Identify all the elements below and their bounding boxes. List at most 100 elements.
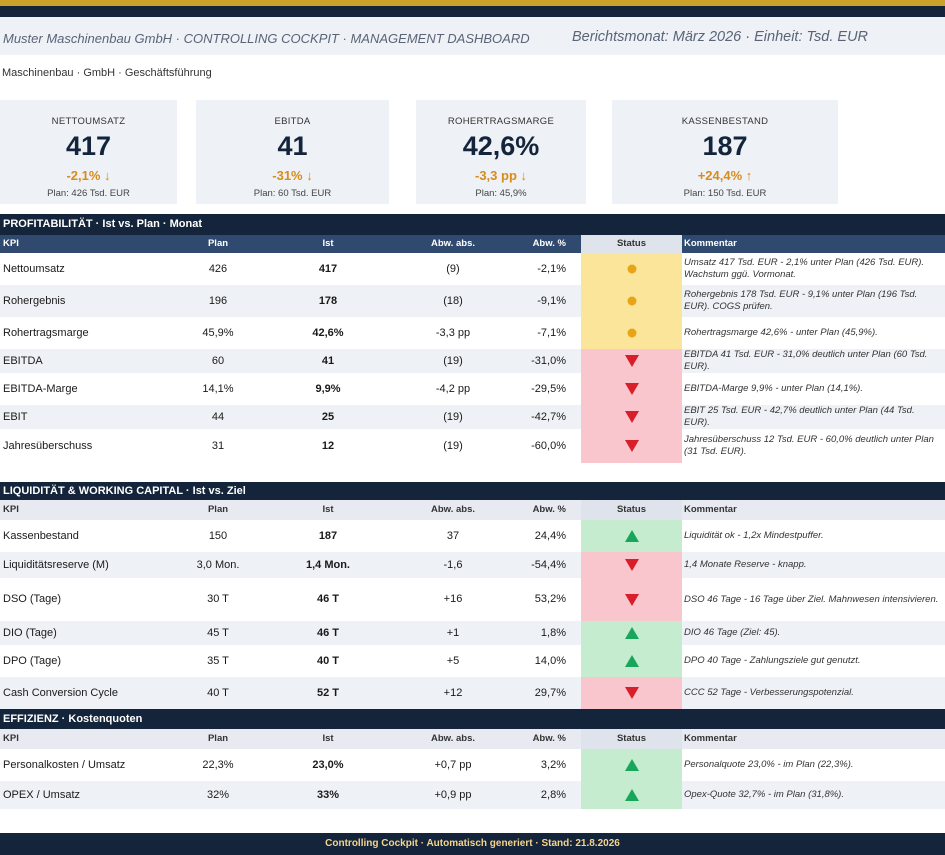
row-comment: Jahresüberschuss 12 Tsd. EUR - 60,0% deu… xyxy=(684,429,942,463)
row-status xyxy=(581,645,682,677)
row-abs: (19) xyxy=(443,440,463,452)
row-pct: 14,0% xyxy=(534,655,566,667)
row-pct: -2,1% xyxy=(537,263,566,275)
row-plan: 14,1% xyxy=(202,383,234,395)
row-ist: 52 T xyxy=(316,687,339,699)
col-ist: Ist xyxy=(322,733,334,744)
row-pct: -7,1% xyxy=(537,327,566,339)
table-row: Rohergebnis 196 178 (18) -9,1% Rohergebn… xyxy=(0,285,945,317)
row-comment-text: 1,4 Monate Reserve - knapp. xyxy=(684,559,807,570)
kpi-card-kassenbestand: KASSENBESTAND 187 +24,4% ↑ Plan: 150 Tsd… xyxy=(612,100,838,204)
table-row: EBITDA 60 41 (19) -31,0% EBITDA 41 Tsd. … xyxy=(0,349,945,373)
row-comment-text: EBITDA-Marge 9,9% - unter Plan (14,1%). xyxy=(684,383,863,394)
col-ist: Ist xyxy=(322,238,334,249)
row-comment-text: EBIT 25 Tsd. EUR - 42,7% deutlich unter … xyxy=(684,405,915,428)
col-plan: Plan xyxy=(207,238,229,249)
col-kpi: KPI xyxy=(3,504,19,515)
row-abs: -1,6 xyxy=(443,559,463,571)
row-abs: (19) xyxy=(443,411,463,423)
row-comment-text: Opex-Quote 32,7% - im Plan (31,8%). xyxy=(684,789,844,800)
section-title-efficiency: EFFIZIENZ · Kostenquoten xyxy=(0,709,945,729)
kpi-card-delta: +24,4% ↑ xyxy=(697,168,753,183)
top-navy-bar xyxy=(0,6,945,17)
row-comment: DIO 46 Tage (Ziel: 45). xyxy=(684,621,942,645)
kpi-card-delta: -3,3 pp ↓ xyxy=(474,168,527,183)
kpi-card-plan: Plan: 150 Tsd. EUR xyxy=(683,188,767,199)
column-header-row: KPI Plan Ist Abw. abs. Abw. % Status Kom… xyxy=(0,500,945,520)
warning-dot-icon xyxy=(627,264,636,274)
row-comment: EBITDA-Marge 9,9% - unter Plan (14,1%). xyxy=(684,373,942,405)
row-status xyxy=(581,621,682,645)
row-abs: (19) xyxy=(443,355,463,367)
table-row: Rohertragsmarge 45,9% 42,6% -3,3 pp -7,1… xyxy=(0,317,945,349)
kpi-card-label: NETTOUMSATZ xyxy=(51,116,126,127)
report-title: Muster Maschinenbau GmbH · CONTROLLING C… xyxy=(3,31,530,46)
row-status xyxy=(581,285,682,317)
col-abs: Abw. abs. xyxy=(431,238,475,249)
row-kpi: Personalkosten / Umsatz xyxy=(3,759,126,771)
footer: Controlling Cockpit · Automatisch generi… xyxy=(0,833,945,855)
row-comment-text: Rohertragsmarge 42,6% - unter Plan (45,9… xyxy=(684,327,878,338)
row-plan: 426 xyxy=(208,263,228,275)
row-ist: 12 xyxy=(321,440,335,452)
row-kpi: EBITDA-Marge xyxy=(3,383,78,395)
row-ist: 417 xyxy=(318,263,338,275)
row-abs: +0,9 pp xyxy=(434,789,472,801)
col-pct: Abw. % xyxy=(532,238,566,249)
table-row: Nettoumsatz 426 417 (9) -2,1% Umsatz 417… xyxy=(0,253,945,285)
row-plan: 31 xyxy=(211,440,225,452)
row-kpi: Rohergebnis xyxy=(3,295,66,307)
row-ist: 178 xyxy=(318,295,338,307)
table-row: Cash Conversion Cycle 40 T 52 T +12 29,7… xyxy=(0,677,945,709)
row-plan: 30 T xyxy=(207,593,229,605)
row-abs: 37 xyxy=(446,530,460,542)
kpi-card-value: 187 xyxy=(702,131,748,161)
kpi-card-ebitda: EBITDA 41 -31% ↓ Plan: 60 Tsd. EUR xyxy=(196,100,389,204)
column-header-row: KPI Plan Ist Abw. abs. Abw. % Status Kom… xyxy=(0,729,945,749)
row-abs: +16 xyxy=(443,593,463,605)
row-ist: 40 T xyxy=(316,655,339,667)
kpi-card-value: 42,6% xyxy=(462,131,540,161)
kpi-card-plan: Plan: 45,9% xyxy=(475,188,527,199)
col-status: Status xyxy=(581,729,682,749)
row-abs: +1 xyxy=(446,627,460,639)
row-pct: 1,8% xyxy=(540,627,566,639)
row-pct: -54,4% xyxy=(531,559,566,571)
company-breadcrumb: Maschinenbau · GmbH · Geschäftsführung xyxy=(2,67,212,79)
kpi-card-label: KASSENBESTAND xyxy=(681,116,769,127)
up-triangle-icon xyxy=(624,627,639,639)
row-comment-text: Umsatz 417 Tsd. EUR - 2,1% unter Plan (4… xyxy=(684,257,925,280)
kpi-card-nettoumsatz: NETTOUMSATZ 417 -2,1% ↓ Plan: 426 Tsd. E… xyxy=(0,100,177,204)
row-plan: 60 xyxy=(211,355,225,367)
table-row: Liquiditätsreserve (M) 3,0 Mon. 1,4 Mon.… xyxy=(0,552,945,578)
row-status xyxy=(581,520,682,552)
table-row: EBIT 44 25 (19) -42,7% EBIT 25 Tsd. EUR … xyxy=(0,405,945,429)
col-pct: Abw. % xyxy=(532,504,566,515)
col-status: Status xyxy=(581,235,682,253)
row-ist: 9,9% xyxy=(315,383,341,395)
table-row: Jahresüberschuss 31 12 (19) -60,0% Jahre… xyxy=(0,429,945,463)
row-status xyxy=(581,317,682,349)
row-plan: 35 T xyxy=(207,655,229,667)
row-pct: 53,2% xyxy=(534,593,566,605)
col-abs: Abw. abs. xyxy=(431,504,475,515)
row-pct: -9,1% xyxy=(537,295,566,307)
row-ist: 33% xyxy=(316,789,340,801)
row-pct: 24,4% xyxy=(534,530,566,542)
col-kpi: KPI xyxy=(3,733,19,744)
top-accent-bar xyxy=(0,0,945,6)
row-kpi: Kassenbestand xyxy=(3,530,79,542)
table-row: EBITDA-Marge 14,1% 9,9% -4,2 pp -29,5% E… xyxy=(0,373,945,405)
row-ist: 46 T xyxy=(316,593,339,605)
row-comment-text: EBITDA 41 Tsd. EUR - 31,0% deutlich unte… xyxy=(684,349,928,372)
row-kpi: OPEX / Umsatz xyxy=(3,789,81,801)
row-comment: Rohergebnis 178 Tsd. EUR - 9,1% unter Pl… xyxy=(684,285,942,317)
row-comment-text: CCC 52 Tage - Verbesserungspotenzial. xyxy=(684,687,854,698)
row-pct: 2,8% xyxy=(540,789,566,801)
row-pct: 29,7% xyxy=(534,687,566,699)
col-pct: Abw. % xyxy=(532,733,566,744)
row-status xyxy=(581,349,682,373)
row-ist: 187 xyxy=(318,530,338,542)
col-comment: Kommentar xyxy=(684,733,737,744)
row-comment: CCC 52 Tage - Verbesserungspotenzial. xyxy=(684,677,942,709)
